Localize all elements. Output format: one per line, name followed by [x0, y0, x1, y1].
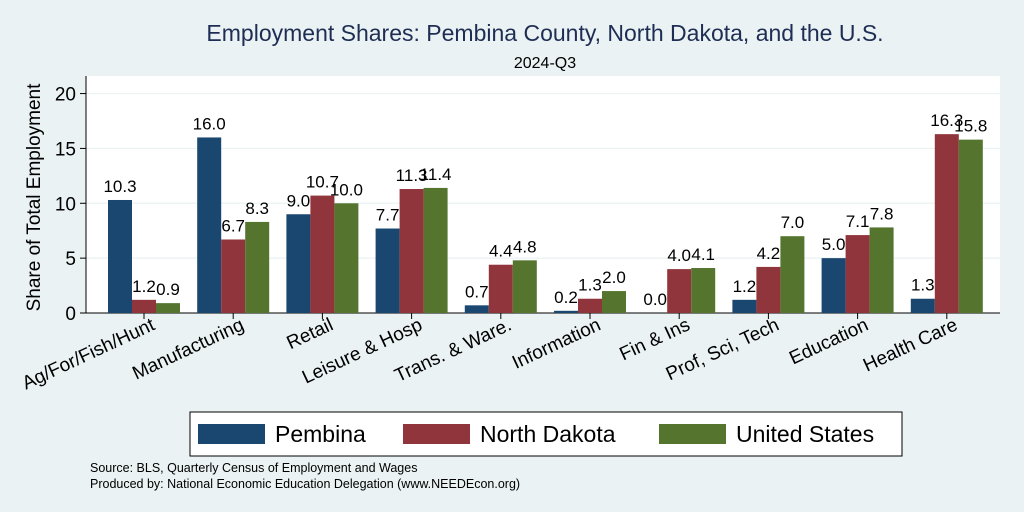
bar — [221, 239, 246, 313]
bar-value-label: 15.8 — [954, 117, 987, 136]
bar-value-label: 0.9 — [156, 280, 180, 299]
bar-value-label: 7.1 — [846, 212, 870, 231]
bar — [512, 260, 537, 313]
x-tick-label: Retail — [284, 314, 337, 354]
bar — [488, 264, 513, 313]
source-note: Source: BLS, Quarterly Census of Employm… — [90, 461, 418, 475]
bar-value-label: 0.7 — [465, 282, 489, 301]
bar — [756, 266, 781, 313]
bar — [602, 291, 626, 313]
legend-label: Pembina — [275, 421, 366, 447]
source-notes: Source: BLS, Quarterly Census of Employm… — [90, 460, 520, 492]
bar-value-label: 8.3 — [245, 199, 269, 218]
bar — [691, 268, 716, 313]
legend-swatch — [403, 424, 470, 444]
bar-value-label: 1.3 — [578, 276, 602, 295]
bar-value-label: 4.4 — [489, 242, 513, 261]
bar — [845, 235, 870, 313]
x-tick-label: Health Care — [860, 314, 961, 376]
bar-value-label: 7.0 — [781, 213, 805, 232]
bar-value-label: 1.2 — [733, 277, 757, 296]
bar-value-label: 9.0 — [287, 191, 311, 210]
bar-value-label: 10.3 — [103, 177, 136, 196]
y-tick-label: 10 — [55, 194, 76, 215]
bar-value-label: 1.3 — [911, 276, 935, 295]
bar — [780, 236, 805, 313]
x-tick-label: Education — [786, 314, 871, 369]
bar — [245, 221, 270, 313]
bar-value-label: 16.0 — [193, 114, 226, 133]
legend-swatch — [659, 424, 726, 444]
bar-value-label: 0.0 — [643, 290, 667, 309]
bar — [132, 299, 156, 313]
bar — [375, 228, 400, 313]
bar-value-label: 5.0 — [822, 235, 846, 254]
bar-value-label: 1.2 — [132, 277, 156, 296]
bar — [334, 203, 359, 313]
bar — [821, 258, 846, 313]
bar-value-label: 10.7 — [306, 173, 339, 192]
y-axis-label: Share of Total Employment — [24, 83, 45, 311]
legend-label: United States — [736, 421, 874, 447]
producer-note: Produced by: National Economic Education… — [90, 477, 521, 491]
y-tick-label: 0 — [65, 304, 76, 325]
chart-subtitle: 2024-Q3 — [514, 55, 576, 72]
bar-value-label: 10.0 — [330, 180, 363, 199]
bar-value-label: 6.7 — [221, 216, 245, 235]
bar-value-label: 4.8 — [513, 237, 537, 256]
bar — [958, 139, 983, 313]
x-tick-label: Information — [509, 314, 604, 373]
bar-value-label: 4.2 — [757, 244, 781, 263]
legend-box — [189, 411, 903, 457]
bar — [286, 214, 311, 313]
bar-value-label: 0.2 — [554, 288, 578, 307]
bar-value-label: 16.3 — [930, 111, 963, 130]
legend-swatch — [198, 424, 265, 444]
bar-value-label: 2.0 — [602, 268, 626, 287]
chart-title: Employment Shares: Pembina County, North… — [206, 20, 883, 46]
bar — [399, 189, 424, 313]
bar — [464, 305, 489, 313]
bar — [869, 227, 894, 313]
bar — [310, 195, 335, 313]
bar-value-label: 11.4 — [420, 165, 452, 184]
bar — [197, 137, 222, 313]
bar-value-label: 4.1 — [691, 245, 715, 264]
bar — [156, 303, 180, 313]
bar — [423, 187, 448, 313]
bar — [667, 269, 692, 313]
bar-value-label: 11.3 — [396, 166, 428, 185]
bar — [578, 298, 602, 313]
bar-value-label: 4.0 — [667, 246, 691, 265]
bar — [732, 299, 757, 313]
bar — [910, 298, 935, 313]
bar — [554, 310, 578, 313]
legend-label: North Dakota — [480, 421, 616, 447]
y-tick-label: 5 — [65, 249, 76, 270]
bar — [934, 134, 959, 313]
bar — [108, 199, 132, 313]
y-tick-label: 20 — [55, 85, 76, 106]
y-tick-label: 15 — [55, 139, 76, 160]
bar-value-label: 7.8 — [870, 204, 894, 223]
bar-value-label: 7.7 — [376, 206, 400, 225]
